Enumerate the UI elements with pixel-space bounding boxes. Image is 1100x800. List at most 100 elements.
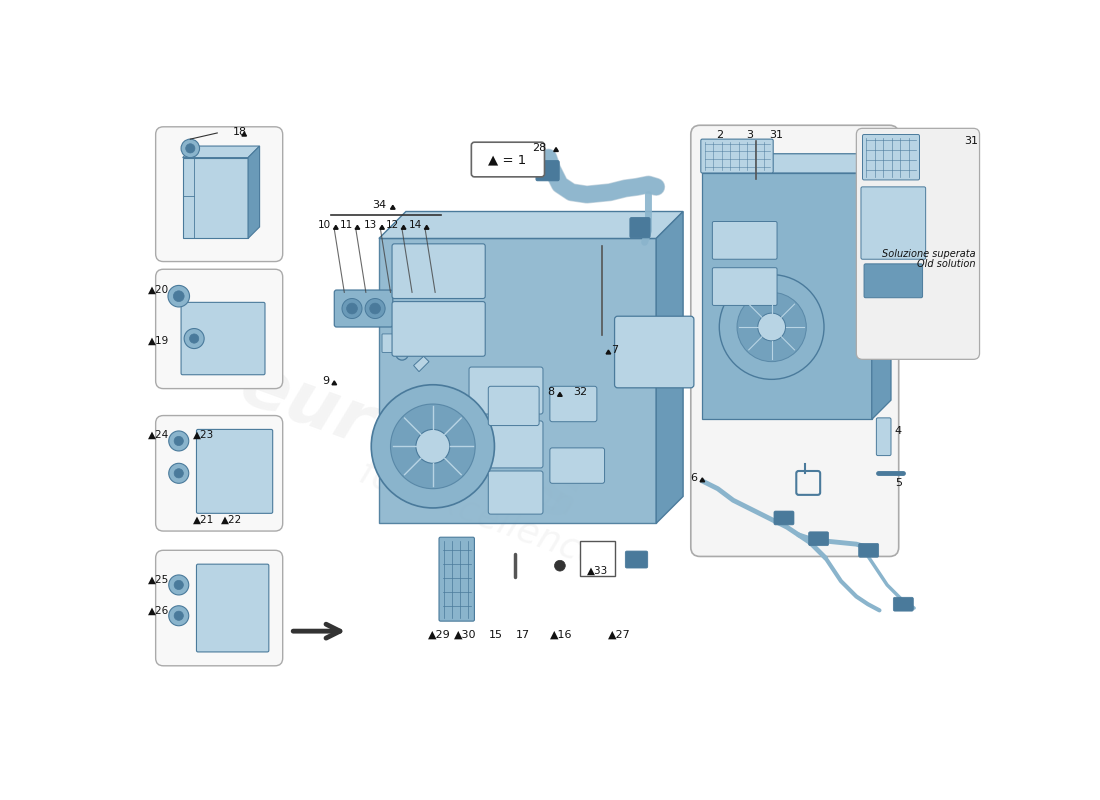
- Text: 12: 12: [386, 220, 399, 230]
- FancyBboxPatch shape: [472, 142, 544, 177]
- Circle shape: [168, 431, 189, 451]
- Circle shape: [168, 463, 189, 483]
- FancyBboxPatch shape: [469, 421, 543, 468]
- FancyBboxPatch shape: [488, 386, 539, 426]
- Circle shape: [184, 329, 205, 349]
- Text: ▲21: ▲21: [192, 514, 215, 525]
- Text: 31: 31: [769, 130, 783, 139]
- FancyBboxPatch shape: [862, 134, 920, 180]
- Text: eurocars: eurocars: [231, 350, 588, 536]
- FancyBboxPatch shape: [392, 302, 485, 356]
- Circle shape: [346, 303, 358, 314]
- Text: 31: 31: [964, 136, 978, 146]
- FancyBboxPatch shape: [550, 386, 597, 422]
- Text: 34: 34: [373, 200, 387, 210]
- Text: 3: 3: [747, 130, 754, 139]
- Polygon shape: [425, 226, 429, 230]
- Polygon shape: [183, 146, 260, 158]
- Circle shape: [390, 404, 475, 489]
- Polygon shape: [553, 147, 559, 151]
- Text: Soluzione superata: Soluzione superata: [882, 249, 976, 259]
- Text: ▲29: ▲29: [428, 630, 450, 640]
- Text: a passion
for excellence: a passion for excellence: [354, 418, 619, 574]
- Polygon shape: [355, 226, 360, 230]
- FancyBboxPatch shape: [625, 551, 648, 568]
- Text: ▲20: ▲20: [147, 285, 168, 295]
- FancyBboxPatch shape: [334, 290, 393, 327]
- Text: 13: 13: [364, 220, 377, 230]
- Text: 7: 7: [612, 345, 618, 355]
- FancyBboxPatch shape: [156, 270, 283, 389]
- Polygon shape: [703, 173, 871, 419]
- Polygon shape: [558, 393, 562, 396]
- Polygon shape: [183, 158, 249, 238]
- FancyBboxPatch shape: [488, 471, 543, 514]
- FancyBboxPatch shape: [630, 218, 650, 238]
- Text: ▲23: ▲23: [192, 430, 213, 440]
- Polygon shape: [378, 238, 656, 523]
- Text: ▲24: ▲24: [147, 430, 168, 440]
- Polygon shape: [332, 381, 337, 385]
- Circle shape: [342, 298, 362, 318]
- FancyBboxPatch shape: [550, 448, 605, 483]
- Text: 18: 18: [233, 127, 246, 137]
- Text: 32: 32: [573, 387, 587, 398]
- Text: 8: 8: [548, 387, 554, 398]
- FancyBboxPatch shape: [713, 268, 777, 306]
- Circle shape: [554, 560, 565, 571]
- FancyBboxPatch shape: [156, 550, 283, 666]
- Text: 5: 5: [895, 478, 902, 487]
- Polygon shape: [249, 146, 260, 238]
- Circle shape: [182, 139, 199, 158]
- Text: ▲25: ▲25: [147, 574, 168, 585]
- FancyBboxPatch shape: [877, 418, 891, 455]
- FancyBboxPatch shape: [701, 139, 773, 173]
- FancyBboxPatch shape: [774, 511, 794, 525]
- FancyBboxPatch shape: [469, 367, 543, 414]
- Circle shape: [174, 436, 184, 446]
- Circle shape: [737, 292, 806, 362]
- Polygon shape: [378, 211, 683, 238]
- FancyBboxPatch shape: [865, 264, 923, 298]
- Polygon shape: [242, 132, 246, 136]
- Text: 2: 2: [716, 130, 724, 139]
- Circle shape: [370, 303, 381, 314]
- Circle shape: [168, 606, 189, 626]
- FancyBboxPatch shape: [713, 222, 777, 259]
- Text: Old solution: Old solution: [917, 259, 976, 269]
- Circle shape: [416, 430, 450, 463]
- Text: 28: 28: [531, 142, 546, 153]
- FancyBboxPatch shape: [156, 126, 283, 262]
- Polygon shape: [390, 206, 395, 209]
- FancyBboxPatch shape: [197, 564, 268, 652]
- FancyBboxPatch shape: [392, 244, 485, 298]
- Circle shape: [168, 286, 189, 307]
- Text: 15: 15: [490, 630, 503, 640]
- Text: ▲26: ▲26: [147, 606, 168, 615]
- FancyBboxPatch shape: [382, 334, 393, 353]
- FancyBboxPatch shape: [859, 543, 879, 558]
- FancyBboxPatch shape: [615, 316, 694, 388]
- Circle shape: [372, 385, 495, 508]
- Polygon shape: [333, 226, 338, 230]
- Text: 9: 9: [322, 376, 330, 386]
- Polygon shape: [402, 226, 406, 230]
- FancyBboxPatch shape: [861, 187, 926, 259]
- FancyBboxPatch shape: [808, 532, 828, 546]
- Circle shape: [168, 575, 189, 595]
- Text: ▲ = 1: ▲ = 1: [488, 154, 527, 166]
- Circle shape: [365, 298, 385, 318]
- Circle shape: [174, 611, 184, 620]
- FancyBboxPatch shape: [197, 430, 273, 514]
- Circle shape: [189, 334, 199, 343]
- Circle shape: [174, 580, 184, 590]
- Text: 4: 4: [895, 426, 902, 436]
- FancyBboxPatch shape: [439, 538, 474, 621]
- Text: ▲30: ▲30: [454, 630, 476, 640]
- Polygon shape: [871, 154, 891, 419]
- Text: ▲27: ▲27: [608, 630, 630, 640]
- Polygon shape: [656, 211, 683, 523]
- Text: 6: 6: [691, 473, 697, 483]
- Text: ▲33: ▲33: [587, 566, 608, 575]
- Text: 10: 10: [318, 220, 331, 230]
